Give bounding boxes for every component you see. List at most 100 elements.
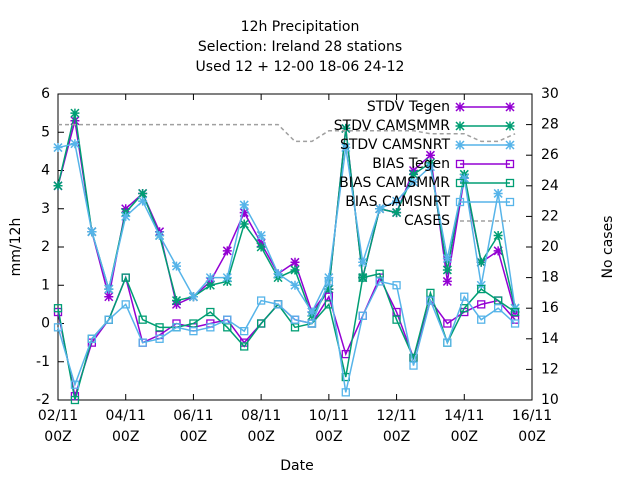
y-tick-label: -2: [36, 392, 50, 408]
chart-title: 12h Precipitation: [241, 19, 360, 35]
marker: [256, 319, 266, 328]
marker: [239, 208, 249, 218]
marker: [121, 211, 131, 221]
x-tick-label: 16/11 00Z: [512, 408, 552, 445]
marker: [104, 284, 114, 294]
marker: [290, 257, 300, 267]
marker: [138, 315, 147, 324]
marker: [290, 315, 300, 324]
marker: [53, 304, 63, 313]
marker: [138, 196, 148, 206]
marker: [425, 150, 435, 160]
marker: [171, 261, 182, 271]
marker: [493, 188, 503, 198]
y2-tick-label: 20: [541, 239, 559, 255]
legend-label: BIAS CAMSNRT: [345, 194, 450, 210]
legend-marker: [505, 178, 515, 188]
series-line: [58, 123, 516, 143]
marker: [222, 273, 232, 283]
y-tick-label: 1: [41, 277, 50, 293]
marker: [324, 277, 334, 286]
marker: [155, 230, 165, 241]
x-tick-label: 10/11 00Z: [309, 408, 349, 445]
marker: [426, 296, 435, 305]
marker: [53, 143, 63, 153]
marker: [206, 323, 215, 332]
marker: [392, 196, 402, 206]
marker: [493, 304, 503, 313]
marker: [324, 284, 334, 294]
chart-subtitle: Used 12 + 12-00 18-06 24-12: [196, 59, 405, 75]
y2-tick-label: 10: [541, 392, 559, 408]
marker: [240, 342, 249, 351]
y2-tick-label: 28: [541, 117, 559, 133]
y-axis-label: mm/12h: [8, 218, 24, 277]
marker: [223, 315, 232, 324]
marker: [341, 388, 350, 397]
legend-marker: [455, 121, 465, 131]
x-tick-label: 06/11 00Z: [173, 408, 213, 445]
x-tick-label: 08/11 00Z: [241, 408, 281, 445]
marker: [256, 242, 266, 252]
legend-marker: [505, 102, 515, 112]
x-axis-label: Date: [280, 458, 313, 474]
marker: [53, 323, 63, 332]
legend-marker: [455, 178, 465, 188]
marker: [307, 307, 317, 317]
chart-subtitle: Selection: Ireland 28 stations: [198, 39, 402, 55]
marker: [70, 395, 80, 405]
legend-label: BIAS CAMSMMR: [339, 175, 450, 191]
marker: [460, 292, 469, 301]
y-tick-label: 4: [41, 163, 50, 179]
marker: [155, 323, 164, 332]
marker: [442, 276, 452, 286]
marker: [256, 230, 266, 241]
marker: [121, 300, 130, 309]
marker: [375, 204, 385, 214]
legend-marker: [455, 140, 465, 150]
marker: [223, 323, 232, 332]
y2-tick-label: 14: [541, 331, 559, 347]
marker: [443, 319, 452, 328]
y2-tick-label: 30: [541, 86, 559, 102]
marker: [408, 177, 419, 187]
marker: [87, 227, 97, 237]
marker: [104, 292, 114, 302]
y2-tick-label: 24: [541, 178, 559, 194]
legend-marker: [455, 159, 465, 169]
marker: [53, 181, 63, 191]
marker: [392, 315, 401, 324]
x-tick-label: 02/11 00Z: [38, 408, 78, 445]
legend-label: STDV CAMSNRT: [340, 137, 451, 153]
marker: [510, 307, 520, 317]
marker: [290, 280, 300, 290]
marker: [239, 219, 249, 229]
marker: [121, 273, 130, 282]
marker: [222, 246, 232, 256]
y-tick-label: 6: [41, 86, 50, 102]
marker: [425, 162, 435, 172]
legend-label: CASES: [404, 213, 450, 229]
marker: [409, 361, 418, 370]
legend-label: BIAS Tegen: [372, 156, 450, 172]
marker: [273, 300, 283, 309]
marker: [172, 323, 181, 332]
marker: [206, 307, 215, 317]
y2-tick-label: 26: [541, 147, 559, 163]
x-tick-label: 04/11 00Z: [106, 408, 146, 445]
marker: [240, 326, 249, 336]
marker: [409, 353, 418, 363]
legend-label: STDV CAMSMMR: [334, 118, 450, 134]
series-line: [57, 272, 516, 401]
y-tick-label: 3: [41, 201, 50, 217]
marker: [392, 281, 401, 290]
marker: [290, 265, 300, 275]
marker: [510, 319, 520, 328]
marker: [138, 188, 148, 198]
marker: [239, 200, 249, 210]
marker: [375, 277, 384, 286]
marker: [358, 311, 367, 321]
y-tick-label: 5: [41, 124, 50, 140]
marker: [341, 143, 351, 153]
